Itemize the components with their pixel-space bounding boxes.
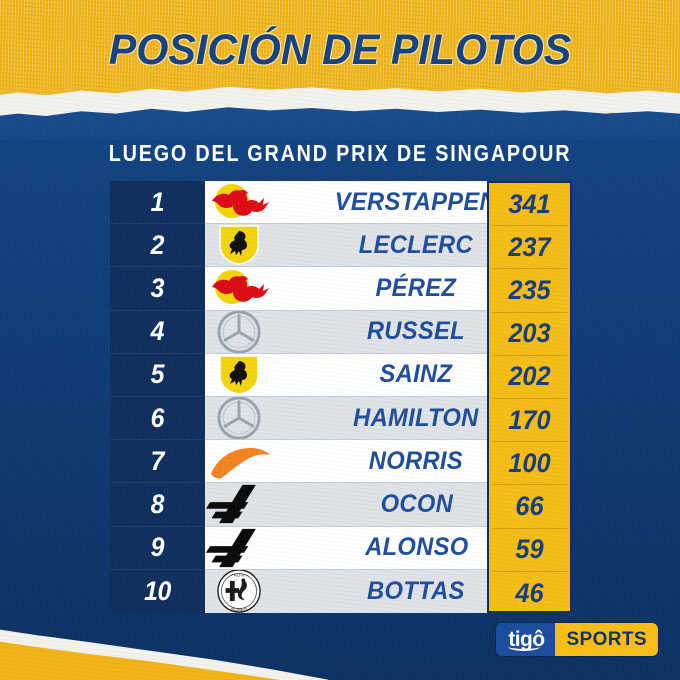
page-subtitle: LUEGO DEL GRAND PRIX DE SINGAPOUR	[108, 140, 572, 166]
driver-name: NORRIS	[368, 446, 463, 475]
position-cell: 9	[110, 526, 205, 570]
mclaren-logo	[205, 440, 273, 482]
position-number: 9	[150, 532, 165, 563]
ferrari-logo	[205, 354, 273, 396]
position-cell: 5	[110, 353, 205, 397]
points-value: 170	[491, 399, 568, 443]
driver-name: LECLERC	[358, 230, 473, 259]
position-number: 3	[150, 272, 165, 303]
points-value: 202	[491, 356, 568, 399]
position-cell: 2	[110, 224, 205, 268]
red-bull-logo	[212, 184, 269, 219]
tigo-wordmark: tigô	[496, 623, 556, 656]
position-number: 2	[150, 229, 165, 260]
ferrari-logo	[219, 355, 259, 395]
mercedes-logo	[217, 396, 261, 440]
ferrari-logo	[205, 224, 273, 266]
red-bull-logo	[212, 270, 269, 305]
position-cell: 7	[110, 440, 205, 484]
table-row: 6 HAMILTON	[110, 396, 572, 441]
page-title: POSICIÓN DE PILOTOS	[108, 26, 572, 74]
alpine-logo	[205, 528, 256, 567]
points-value: 100	[491, 442, 568, 486]
points-value: 46	[515, 577, 544, 608]
mercedes-logo	[205, 396, 273, 440]
position-cell: 10	[110, 569, 205, 613]
sports-wordmark: SPORTS	[555, 623, 658, 656]
standings-table: 1 VERSTAPPEN 2 LECLERC 3	[110, 181, 572, 613]
position-number: 7	[150, 445, 165, 476]
alpine-logo	[205, 527, 275, 569]
position-number: 4	[150, 316, 165, 347]
red-bull-logo	[205, 181, 273, 223]
svg-text:ROMEO: ROMEO	[231, 607, 248, 612]
position-cell: 6	[110, 396, 205, 441]
mercedes-logo	[217, 310, 261, 353]
points-value: 235	[491, 269, 568, 313]
smile-icon	[508, 642, 541, 651]
driver-name: OCON	[380, 489, 454, 518]
driver-name: SAINZ	[379, 360, 453, 389]
driver-name: ALONSO	[365, 533, 469, 562]
driver-name: PÉREZ	[375, 273, 457, 302]
position-cell: 1	[110, 181, 205, 225]
tigo-sports-logo[interactable]: tigô SPORTS	[496, 623, 658, 656]
alpine-logo	[205, 483, 275, 525]
points-column: 341 237 235 203 202 170 100 66 59 46	[487, 181, 572, 613]
alfa-romeo-logo: ALFA ROMEO	[217, 569, 261, 613]
svg-text:ALFA: ALFA	[234, 573, 244, 578]
points-value: 59	[491, 529, 568, 572]
table-row: 10 ALFA ROMEO BOTTAS	[110, 569, 572, 613]
position-number: 6	[150, 402, 165, 433]
mclaren-logo	[211, 448, 270, 479]
driver-name: HAMILTON	[353, 403, 479, 432]
alfa-romeo-logo: ALFA ROMEO	[205, 569, 273, 613]
driver-name: RUSSEL	[366, 317, 465, 346]
ferrari-logo	[219, 225, 259, 266]
position-number: 10	[144, 575, 171, 606]
position-cell: 8	[110, 483, 205, 527]
position-cell: 4	[110, 310, 205, 354]
points-value: 341	[491, 183, 568, 227]
alpine-logo	[205, 485, 256, 524]
table-row: 1 VERSTAPPEN	[110, 181, 572, 225]
red-bull-logo	[205, 267, 273, 309]
points-value: 203	[491, 313, 568, 356]
position-number: 5	[150, 359, 165, 390]
driver-name: VERSTAPPEN	[334, 187, 497, 216]
driver-name: BOTTAS	[367, 576, 465, 605]
position-number: 8	[150, 488, 165, 519]
position-number: 1	[150, 186, 165, 217]
points-value: 66	[491, 485, 568, 529]
points-value: 237	[491, 226, 568, 270]
mercedes-logo	[205, 310, 273, 353]
position-cell: 3	[110, 267, 205, 311]
